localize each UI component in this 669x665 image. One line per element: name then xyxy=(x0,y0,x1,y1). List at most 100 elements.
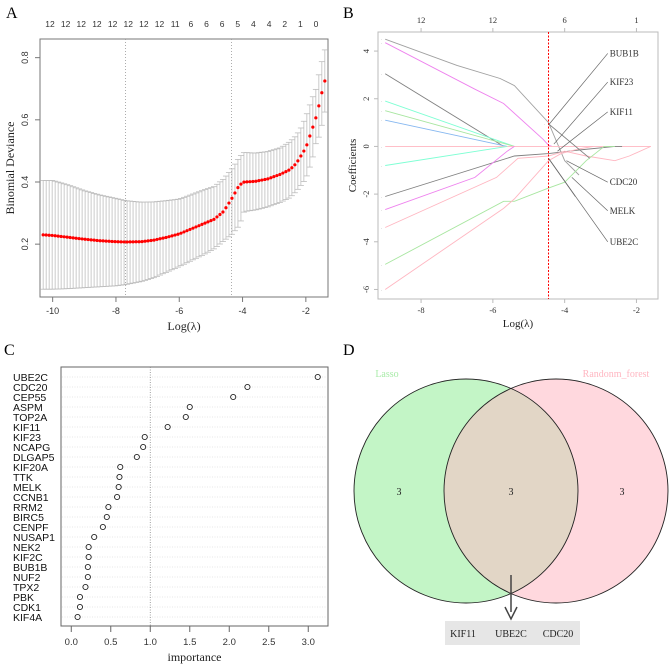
y-tick-label: 0.2 xyxy=(20,238,30,251)
y-tick-label: 4 xyxy=(361,48,371,53)
intersection-gene-box xyxy=(445,621,580,645)
path-start-mark: · xyxy=(381,164,382,169)
importance-point xyxy=(141,433,148,441)
data-point xyxy=(209,219,213,223)
panel-label-b: B xyxy=(343,5,354,22)
data-point xyxy=(176,232,180,236)
category-label-cep55: CEP55 xyxy=(13,392,46,404)
importance-point xyxy=(116,473,123,481)
data-point xyxy=(263,177,267,182)
top-label: 6 xyxy=(188,19,193,29)
data-point xyxy=(149,238,153,243)
data-point xyxy=(269,176,273,180)
category-label-cenpf: CENPF xyxy=(13,522,49,534)
data-point xyxy=(320,91,324,95)
coef-path-s4 xyxy=(385,100,515,147)
y-axis-label: Coefficients xyxy=(347,139,359,193)
path-start-mark: · xyxy=(381,109,382,114)
data-point xyxy=(83,237,87,241)
data-point xyxy=(188,227,192,232)
data-point xyxy=(314,116,318,120)
annotation-label-melk: MELK xyxy=(610,206,636,216)
x-tick-label: 0.0 xyxy=(65,637,78,648)
data-point xyxy=(44,233,48,237)
venn-outline-random-forest xyxy=(443,378,669,604)
data-point xyxy=(131,240,135,244)
top-label: 12 xyxy=(61,19,71,29)
data-point xyxy=(197,224,201,228)
coef-path-s1 xyxy=(385,38,580,176)
category-label-cdk1: CDK1 xyxy=(13,602,41,614)
data-point xyxy=(260,178,264,182)
data-point xyxy=(293,163,297,167)
data-point xyxy=(275,173,279,178)
data-point xyxy=(311,125,315,129)
importance-point xyxy=(74,613,81,621)
data-point xyxy=(194,225,198,229)
y-tick-label: -2 xyxy=(361,191,371,198)
data-point xyxy=(191,226,195,230)
coef-path-s3 xyxy=(384,73,504,147)
top-label: 12 xyxy=(417,15,426,25)
data-point xyxy=(140,239,144,244)
data-point xyxy=(119,240,123,244)
intersection-gene-cdc20: CDC20 xyxy=(543,629,574,640)
data-point xyxy=(89,238,93,242)
plot-frame xyxy=(60,366,329,627)
data-point xyxy=(107,239,111,243)
data-point xyxy=(185,229,189,233)
top-label: 4 xyxy=(251,19,256,29)
top-label: 12 xyxy=(77,19,87,29)
data-point xyxy=(242,180,246,184)
data-point xyxy=(104,239,108,243)
data-point xyxy=(77,236,81,241)
x-tick-label: -8 xyxy=(112,306,120,316)
data-point xyxy=(158,237,162,241)
data-point xyxy=(152,238,156,242)
data-point xyxy=(53,234,57,238)
category-label-kif11: KIF11 xyxy=(13,422,40,434)
data-point xyxy=(128,240,132,244)
annotation-leader xyxy=(571,177,608,212)
category-label-kif2c: KIF2C xyxy=(13,552,43,564)
data-point xyxy=(248,180,252,184)
path-start-mark: · xyxy=(381,118,382,123)
top-label: 12 xyxy=(45,19,55,29)
data-point xyxy=(113,240,117,244)
category-label-cdc20: CDC20 xyxy=(13,382,48,394)
data-point xyxy=(182,230,186,234)
top-label: 5 xyxy=(235,19,240,29)
panel-c-importance-dotplot: UBE2CCDC20CEP55ASPMTOP2AKIF11KIF23NCAPGD… xyxy=(13,366,329,664)
path-start-mark: · xyxy=(544,122,545,127)
intersection-gene-kif11: KIF11 xyxy=(450,629,476,640)
data-point xyxy=(287,168,291,172)
data-point xyxy=(299,154,303,158)
data-point xyxy=(212,217,216,221)
x-tick-label: -6 xyxy=(175,306,183,316)
data-point xyxy=(173,233,177,237)
category-label-ttk: TTK xyxy=(13,472,33,484)
data-point xyxy=(206,220,210,224)
importance-point xyxy=(84,563,91,571)
data-point xyxy=(47,233,51,237)
category-label-kif20a: KIF20A xyxy=(13,462,48,474)
data-point xyxy=(62,235,66,239)
path-start-mark: · xyxy=(544,156,545,161)
annotation-label-kif23: KIF23 xyxy=(610,77,634,87)
annotation-leader xyxy=(553,81,609,145)
importance-point xyxy=(230,393,237,401)
top-label: 6 xyxy=(220,19,225,29)
data-point xyxy=(200,222,204,227)
y-axis-label: Binomial Deviance xyxy=(3,122,17,215)
top-label: 6 xyxy=(204,19,209,29)
category-label-bub1b: BUB1B xyxy=(13,562,47,574)
data-point xyxy=(80,237,84,241)
venn-set-label-random-forest: Randonm_forest xyxy=(583,369,650,380)
top-label: 4 xyxy=(267,19,272,29)
data-point xyxy=(116,240,120,244)
path-start-mark: · xyxy=(381,194,382,199)
category-label-nek2: NEK2 xyxy=(13,542,41,554)
venn-intersection xyxy=(444,388,578,594)
data-point xyxy=(98,239,102,243)
x-axis-label: Log(λ) xyxy=(503,318,534,330)
